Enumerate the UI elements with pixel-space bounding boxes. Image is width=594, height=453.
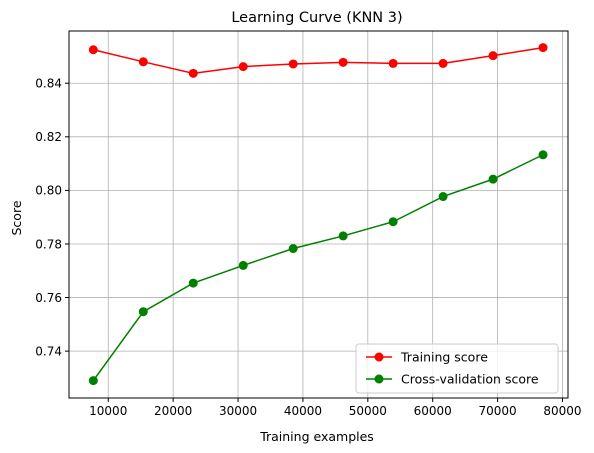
x-tick-label: 30000 bbox=[219, 404, 257, 418]
legend-marker-cv bbox=[374, 374, 384, 384]
data-point-cv bbox=[88, 376, 98, 386]
data-point-cv bbox=[188, 278, 198, 288]
series-line-training bbox=[93, 46, 544, 75]
data-point-cv bbox=[288, 244, 298, 254]
x-tick-label: 20000 bbox=[154, 404, 192, 418]
y-tick-label: 0.82 bbox=[35, 130, 62, 144]
y-axis-label: Score bbox=[9, 200, 24, 235]
data-point-training bbox=[88, 45, 98, 55]
y-tick-label: 0.80 bbox=[35, 184, 62, 198]
data-point-cv bbox=[338, 231, 348, 241]
series-layer bbox=[88, 43, 548, 386]
data-point-training bbox=[438, 58, 448, 68]
grid-lines bbox=[69, 31, 568, 398]
data-point-cv bbox=[388, 217, 398, 227]
y-tick-label: 0.74 bbox=[35, 344, 62, 358]
data-point-training bbox=[138, 57, 148, 67]
x-tick-label: 80000 bbox=[543, 404, 581, 418]
data-point-cv bbox=[538, 150, 548, 160]
x-tick-label: 40000 bbox=[284, 404, 322, 418]
y-tick-label: 0.78 bbox=[35, 237, 62, 251]
x-tick-label: 10000 bbox=[89, 404, 127, 418]
legend-label-cv: Cross-validation score bbox=[401, 372, 539, 387]
x-tick-label: 50000 bbox=[349, 404, 387, 418]
data-point-cv bbox=[488, 174, 498, 184]
data-point-training bbox=[538, 43, 548, 53]
data-point-cv bbox=[238, 260, 248, 270]
data-point-cv bbox=[138, 307, 148, 317]
legend-marker-training bbox=[374, 352, 384, 362]
legend: Training score Cross-validation score bbox=[355, 343, 559, 394]
data-point-training bbox=[238, 62, 248, 72]
data-point-training bbox=[288, 59, 298, 69]
y-tick-label: 0.84 bbox=[35, 77, 62, 91]
chart-title: Learning Curve (KNN 3) bbox=[231, 10, 402, 26]
legend-label-training: Training score bbox=[400, 350, 488, 365]
axis-ticks: 10000 20000 30000 40000 50000 60000 70000 80000… bbox=[35, 77, 581, 418]
data-point-cv bbox=[438, 192, 448, 202]
data-point-training bbox=[488, 51, 498, 61]
y-tick-label: 0.76 bbox=[35, 291, 62, 305]
legend-box bbox=[355, 343, 559, 394]
x-tick-label: 70000 bbox=[479, 404, 517, 418]
x-axis-label: Training examples bbox=[259, 429, 374, 444]
data-point-training bbox=[338, 57, 348, 67]
series-line-cv bbox=[92, 154, 544, 382]
plot-frame bbox=[68, 30, 569, 399]
data-point-training bbox=[388, 58, 398, 68]
data-point-training bbox=[188, 68, 198, 78]
x-tick-label: 60000 bbox=[414, 404, 452, 418]
